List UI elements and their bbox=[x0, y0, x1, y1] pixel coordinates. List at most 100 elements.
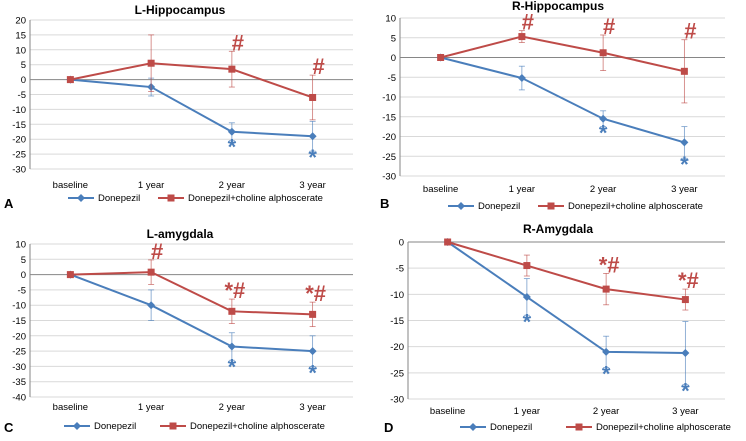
data-point bbox=[227, 127, 236, 136]
y-tick-label: -5 bbox=[388, 73, 396, 84]
y-tick-label: -40 bbox=[12, 393, 26, 404]
y-tick-label: -15 bbox=[382, 112, 396, 123]
y-tick-label: 0 bbox=[21, 75, 26, 86]
panel-r-amygdala: R-Amygdala D 0 -5 -10 -15 -20 -25 -30 baseline 1… bbox=[384, 222, 731, 435]
x-tick-label: baseline bbox=[423, 184, 458, 195]
significance-marker: *# bbox=[599, 252, 620, 277]
significance-marker: * bbox=[228, 135, 237, 160]
data-point bbox=[309, 93, 317, 101]
significance-marker: # bbox=[684, 19, 696, 44]
significance-marker: # bbox=[522, 10, 534, 35]
legend-label: Donepezil bbox=[94, 421, 136, 432]
y-tick-label: -30 bbox=[12, 165, 26, 176]
data-point bbox=[147, 59, 155, 67]
legend-label: Donepezil+choline alphoscerate bbox=[190, 421, 325, 432]
legend-marker bbox=[77, 194, 85, 202]
data-point bbox=[437, 54, 445, 61]
y-tick-label: 5 bbox=[21, 60, 26, 71]
series-combo: # *# *# bbox=[66, 239, 326, 328]
y-tick-label: 15 bbox=[15, 30, 26, 41]
legend-label: Donepezil bbox=[478, 201, 520, 212]
panel-title: L-amygdala bbox=[147, 227, 214, 241]
series-line bbox=[70, 78, 313, 138]
legend-marker bbox=[169, 422, 177, 430]
series-line bbox=[447, 241, 686, 354]
y-tick-label: -15 bbox=[390, 316, 404, 327]
legend-marker bbox=[167, 194, 175, 202]
x-tick-label: 3 year bbox=[299, 180, 325, 191]
panel-title: R-Amygdala bbox=[523, 222, 593, 236]
data-point bbox=[680, 138, 689, 147]
y-tick-label: 0 bbox=[391, 53, 396, 64]
legend-marker bbox=[457, 202, 465, 210]
data-point bbox=[681, 348, 690, 357]
y-tick-label: -30 bbox=[382, 172, 396, 183]
series-line bbox=[70, 271, 313, 316]
data-point bbox=[517, 74, 526, 83]
panel-l-amygdala: L-amygdala C 10 5 0 -5 -10 -15 -20 -25 -30 -35 -40… bbox=[4, 227, 353, 435]
data-point bbox=[602, 347, 611, 356]
series-line bbox=[440, 56, 685, 144]
y-tick-label: -15 bbox=[12, 120, 26, 131]
significance-marker: *# bbox=[224, 278, 245, 303]
significance-marker: # bbox=[151, 239, 163, 264]
y-tick-label: -10 bbox=[12, 301, 26, 312]
legend: Donepezil Donepezil+choline alphoscerate bbox=[460, 422, 731, 433]
data-point bbox=[308, 132, 317, 141]
legend-label: Donepezil+choline alphoscerate bbox=[596, 422, 731, 433]
data-point bbox=[680, 67, 688, 75]
x-tick-label: baseline bbox=[53, 402, 88, 413]
significance-marker: * bbox=[602, 362, 611, 387]
x-tick-label: 3 year bbox=[671, 184, 697, 195]
legend: Donepezil Donepezil+choline alphoscerate bbox=[64, 421, 325, 432]
y-tick-label: 10 bbox=[15, 240, 26, 251]
y-tick-label: -25 bbox=[12, 150, 26, 161]
data-point bbox=[602, 285, 610, 293]
data-point bbox=[599, 49, 607, 57]
series-line bbox=[70, 273, 313, 353]
legend: Donepezil Donepezil+choline alphoscerate bbox=[448, 201, 703, 212]
significance-marker: * bbox=[599, 121, 608, 146]
y-tick-label: -15 bbox=[12, 316, 26, 327]
series-donepezil: * * * bbox=[443, 238, 690, 403]
data-point bbox=[308, 347, 317, 356]
panel-title: L-Hippocampus bbox=[135, 3, 226, 17]
data-point bbox=[522, 292, 531, 301]
y-tick-label: -30 bbox=[390, 395, 404, 406]
series-line bbox=[70, 62, 313, 99]
legend-label: Donepezil bbox=[98, 193, 140, 204]
x-tick-label: 3 year bbox=[672, 406, 698, 417]
significance-marker: * bbox=[681, 378, 690, 403]
series-donepezil: ** bbox=[66, 270, 317, 385]
legend: Donepezil Donepezil+choline alphoscerate bbox=[68, 193, 323, 204]
panel-title: R-Hippocampus bbox=[512, 0, 604, 13]
x-tick-label: 1 year bbox=[514, 406, 540, 417]
significance-marker: *# bbox=[305, 281, 326, 306]
data-point bbox=[228, 307, 236, 315]
y-tick-label: -10 bbox=[382, 93, 396, 104]
y-tick-label: 0 bbox=[21, 270, 26, 281]
x-tick-label: 2 year bbox=[593, 406, 619, 417]
y-tick-label: -20 bbox=[12, 135, 26, 146]
data-point bbox=[309, 310, 317, 318]
legend-marker bbox=[469, 423, 477, 431]
significance-marker: # bbox=[313, 54, 325, 79]
significance-marker: # bbox=[603, 14, 615, 39]
significance-marker: * bbox=[308, 360, 317, 385]
y-tick-label: 0 bbox=[399, 238, 404, 249]
data-point bbox=[444, 238, 452, 246]
series-combo: ## bbox=[66, 30, 325, 121]
x-tick-label: 2 year bbox=[219, 180, 245, 191]
series-line bbox=[440, 35, 685, 73]
y-tick-label: 10 bbox=[385, 14, 396, 25]
x-tick-label: 2 year bbox=[590, 184, 616, 195]
y-tick-label: 10 bbox=[15, 45, 26, 56]
y-tick-label: -5 bbox=[18, 285, 26, 296]
significance-marker: * bbox=[228, 354, 237, 379]
data-point bbox=[523, 262, 531, 270]
legend-label: Donepezil bbox=[490, 422, 532, 433]
y-tick-label: -5 bbox=[396, 264, 404, 275]
y-tick-label: -10 bbox=[12, 105, 26, 116]
